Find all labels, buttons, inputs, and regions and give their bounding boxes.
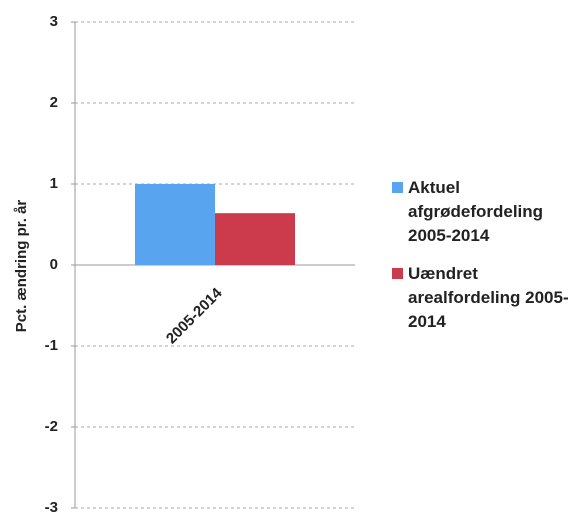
y-tick-label: 2 [50,94,58,111]
y-tick-label: 3 [50,13,58,30]
legend: Aktuel afgrødefordeling 2005-2014 Uændret… [392,176,581,348]
y-tick-label: 1 [50,175,58,192]
x-tick-label: 2005-2014 [163,284,226,347]
legend-item: Aktuel afgrødefordeling 2005-2014 [392,176,581,248]
legend-swatch [392,182,403,193]
bar [135,184,215,265]
legend-item: Uændret arealfordeling 2005-2014 [392,262,581,334]
legend-label: Aktuel afgrødefordeling 2005-2014 [408,178,544,245]
legend-swatch [392,268,403,279]
y-tick-label: -1 [45,337,58,354]
y-axis-title: Pct. ændring pr. år [13,200,30,333]
y-tick-label: 0 [50,256,58,273]
legend-label: Uændret arealfordeling 2005-2014 [408,264,569,331]
y-tick-label: -2 [45,418,58,435]
y-tick-label: -3 [45,499,58,513]
bar [215,213,295,265]
